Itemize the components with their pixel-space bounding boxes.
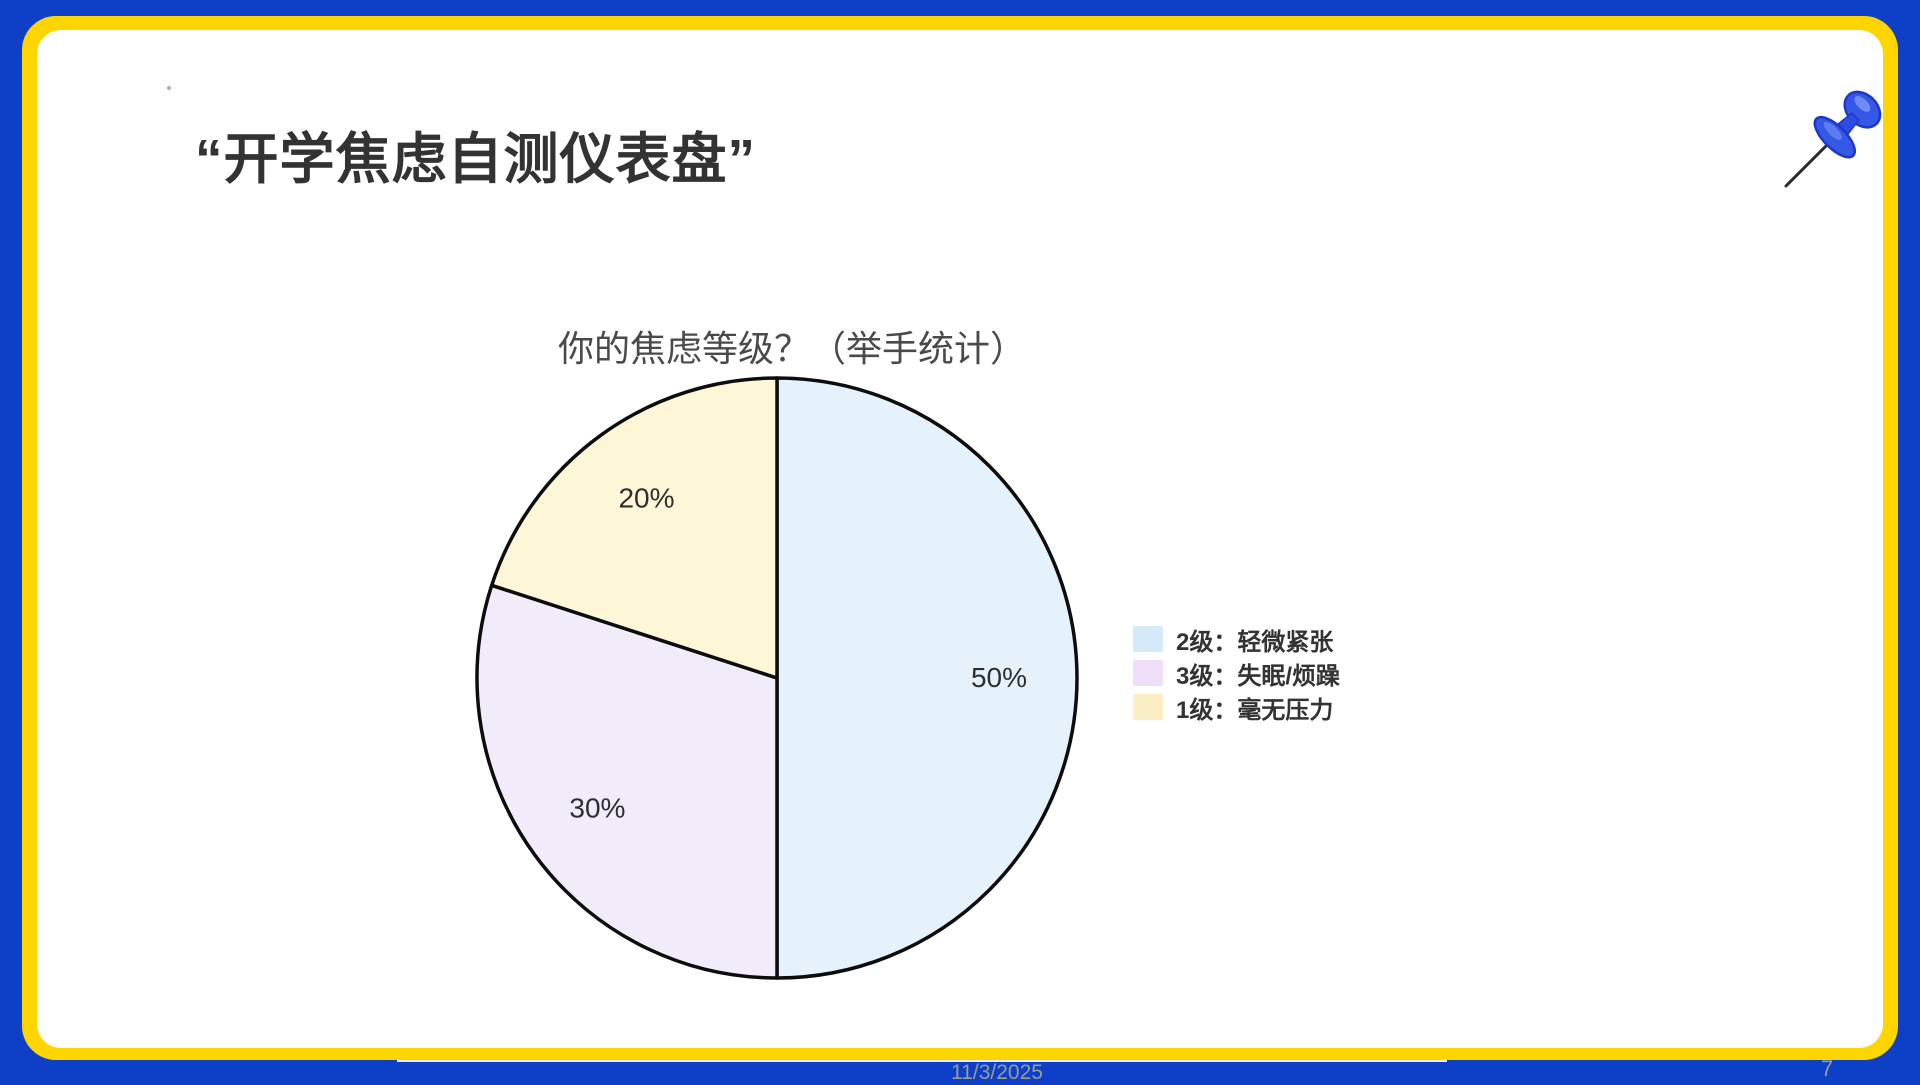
legend-label: 2级：轻微紧张 (1176, 628, 1334, 656)
slide-canvas: “开学焦虑自测仪表盘” 你的焦虑等级？（举手统计） 50% 30% 20% 2级：轻… (37, 30, 1883, 1084)
page-number: 7 (1820, 1056, 1834, 1081)
pie-percent-label: 30% (569, 793, 625, 824)
legend-label: 1级：毫无压力 (1176, 696, 1334, 724)
chart-title: 你的焦虑等级？（举手统计） (557, 328, 1026, 369)
legend-item: 2级：轻微紧张 (1133, 622, 1340, 656)
stray-speck (167, 86, 171, 90)
footer-date: 11/3/2025 (951, 1061, 1043, 1084)
pie-slice-2 (475, 583, 779, 980)
footer-divider (397, 1060, 1447, 1062)
legend-item: 1级：毫无压力 (1133, 690, 1340, 724)
legend-swatch-blue (1133, 626, 1163, 652)
legend-label: 3级：失眠/烦躁 (1176, 662, 1341, 690)
legend-swatch-yellow (1133, 694, 1163, 720)
pie-chart: 50% 30% 20% (467, 368, 1087, 988)
chart-legend: 2级：轻微紧张 3级：失眠/烦躁 1级：毫无压力 (1133, 622, 1340, 724)
slide-title: “开学焦虑自测仪表盘” (195, 128, 757, 190)
legend-item: 3级：失眠/烦躁 (1133, 656, 1340, 690)
legend-swatch-purple (1133, 660, 1163, 686)
pie-slice-1 (775, 376, 1079, 980)
pie-chart-svg: 50% 30% 20% (475, 376, 1079, 980)
pushpin-icon (1784, 90, 1882, 188)
pie-percent-label: 20% (618, 482, 674, 513)
pie-slice-3 (489, 376, 779, 680)
pie-percent-label: 50% (971, 662, 1027, 693)
